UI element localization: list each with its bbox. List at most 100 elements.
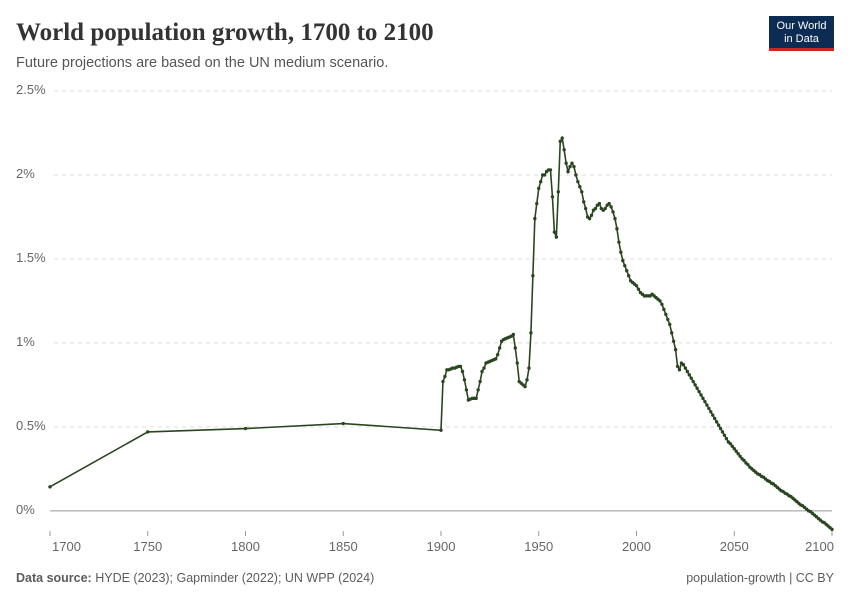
data-point (675, 364, 680, 369)
data-point (734, 449, 738, 453)
data-point (497, 346, 502, 350)
data-point (707, 406, 711, 411)
data-point (558, 139, 562, 144)
data-point (619, 250, 623, 254)
data-point (556, 190, 560, 194)
data-point (341, 421, 345, 426)
data-point (576, 179, 580, 184)
data-point (687, 373, 691, 377)
data-point (615, 227, 619, 231)
data-point (564, 161, 568, 165)
data-point (685, 369, 690, 374)
data-point (722, 433, 727, 437)
data-point (593, 206, 598, 211)
data-point (511, 332, 516, 337)
y-tick-label: 1% (16, 334, 35, 349)
data-point (626, 274, 631, 278)
logo-stripe (769, 48, 834, 51)
series-line (49, 135, 833, 530)
x-tick-label: 1800 (231, 539, 260, 554)
data-point (441, 379, 445, 384)
data-point (515, 361, 519, 365)
data-point (535, 201, 539, 206)
data-point (603, 206, 607, 211)
data-point (634, 284, 639, 288)
data-point (705, 403, 709, 407)
data-point (243, 426, 248, 431)
y-tick-label: 1.5% (16, 250, 46, 265)
data-point (48, 485, 52, 489)
x-tick-label: 2050 (720, 539, 749, 554)
data-point (537, 186, 541, 191)
data-point (691, 379, 695, 384)
data-point (529, 331, 533, 335)
source-text: HYDE (2023); Gapminder (2022); UN WPP (2… (95, 571, 374, 585)
y-tick-label: 0% (16, 502, 35, 517)
data-point (658, 299, 662, 303)
data-point (570, 161, 574, 165)
data-point (728, 441, 733, 446)
data-point (482, 366, 486, 370)
data-point (701, 396, 705, 401)
data-point (525, 378, 529, 382)
data-point (589, 213, 594, 217)
data-point (713, 416, 717, 421)
data-point (660, 302, 664, 306)
data-point (582, 200, 586, 204)
data-point (494, 357, 498, 361)
chart-subtitle: Future projections are based on the UN m… (16, 55, 388, 71)
data-point (664, 312, 668, 317)
data-point (669, 331, 674, 335)
x-tick-label: 2000 (622, 539, 651, 554)
data-point (703, 399, 707, 404)
data-point (671, 339, 676, 343)
data-point (146, 430, 150, 434)
data-point (718, 426, 723, 431)
data-point (709, 410, 713, 414)
data-point (636, 287, 641, 291)
data-point (439, 428, 443, 432)
data-point (738, 454, 742, 458)
data-point (478, 379, 482, 384)
data-point (742, 458, 746, 463)
data-point (607, 201, 611, 206)
data-point (527, 366, 531, 370)
x-tick-label: 1700 (52, 539, 81, 554)
data-point (578, 185, 582, 189)
data-point (548, 168, 553, 172)
data-point (554, 235, 559, 239)
x-tick-label: 2100 (805, 539, 834, 554)
data-point (574, 173, 578, 177)
y-tick-label: 0.5% (16, 418, 46, 433)
data-point (617, 240, 621, 244)
data-point (531, 274, 535, 278)
data-point (732, 447, 736, 451)
data-point (474, 396, 478, 401)
logo-text: in Data (784, 33, 820, 45)
data-point (550, 195, 555, 199)
data-point (560, 136, 564, 140)
license[interactable]: population-growth | CC BY (686, 571, 834, 585)
data-point (711, 413, 715, 417)
x-tick-label: 1950 (524, 539, 553, 554)
data-point (611, 210, 615, 214)
x-tick-label: 1850 (329, 539, 358, 554)
data-point (746, 462, 750, 467)
data-point (476, 388, 480, 392)
data-point (552, 230, 557, 234)
data-point (513, 346, 517, 350)
logo[interactable]: Our World in Data (769, 16, 834, 51)
data-point (542, 173, 547, 177)
data-point (716, 423, 721, 427)
y-tick-label: 2% (16, 166, 35, 181)
data-point (562, 148, 566, 152)
logo-text: Our World (777, 20, 827, 32)
data-point (714, 420, 719, 424)
data-point (458, 364, 463, 369)
x-tick-label: 1900 (427, 539, 456, 554)
data-point (460, 369, 465, 374)
data-point (693, 383, 697, 387)
data-point (677, 368, 682, 372)
data-point (623, 263, 627, 268)
